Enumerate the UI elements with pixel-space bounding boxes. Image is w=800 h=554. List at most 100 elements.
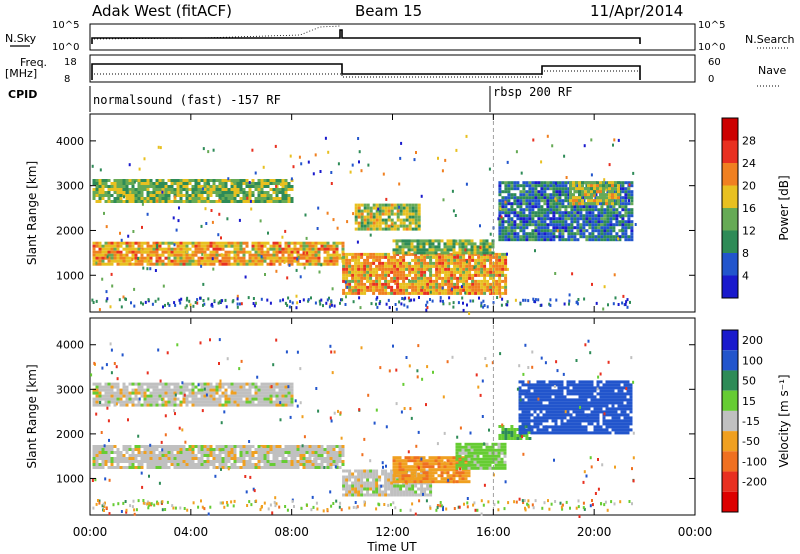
data-cell <box>572 181 575 185</box>
data-cell <box>402 288 406 292</box>
data-cell <box>320 241 324 245</box>
data-cell <box>278 460 282 463</box>
data-cell <box>173 247 177 251</box>
data-cell <box>437 468 441 472</box>
data-cell <box>209 200 213 203</box>
data-cell <box>266 394 270 398</box>
data-cell <box>224 445 228 448</box>
data-cell <box>363 261 367 265</box>
data-cell <box>215 253 219 257</box>
data-cell <box>101 179 105 182</box>
data-cell <box>422 465 426 469</box>
data-cell <box>399 282 403 286</box>
data-cell <box>558 214 562 218</box>
data-cell <box>179 466 183 469</box>
data-cell <box>320 460 324 463</box>
data-cell <box>387 493 391 497</box>
data-cell <box>384 273 388 277</box>
data-cell <box>182 454 186 457</box>
data-cell <box>272 197 276 200</box>
data-cell <box>483 261 487 265</box>
data-cell <box>224 200 228 203</box>
data-cell <box>360 203 364 207</box>
data-cell <box>299 460 303 463</box>
data-cell <box>281 191 285 194</box>
data-cell <box>176 451 180 454</box>
data-cell <box>248 382 252 386</box>
data-cell <box>272 466 276 469</box>
data-cell <box>479 242 483 246</box>
noise-cell <box>591 282 593 286</box>
colorbar-tick-label: 8 <box>742 247 749 260</box>
data-cell <box>95 457 99 460</box>
data-cell <box>98 466 102 469</box>
data-cell <box>441 270 445 274</box>
data-cell <box>125 253 129 257</box>
data-cell <box>501 261 505 265</box>
data-cell <box>594 214 598 218</box>
data-cell <box>236 185 240 188</box>
data-cell <box>411 221 415 225</box>
data-cell <box>251 185 255 188</box>
data-cell <box>591 214 595 218</box>
data-cell <box>392 474 396 478</box>
data-cell <box>600 217 604 221</box>
data-cell <box>176 185 180 188</box>
data-cell <box>104 262 108 266</box>
data-cell <box>272 262 276 266</box>
data-cell <box>444 261 448 265</box>
data-cell <box>209 385 213 389</box>
data-cell <box>528 223 532 227</box>
data-cell <box>98 179 102 182</box>
data-cell <box>471 264 475 268</box>
data-cell <box>128 400 132 404</box>
data-cell <box>203 262 207 266</box>
data-cell <box>399 273 403 277</box>
data-cell <box>435 285 439 289</box>
data-cell <box>167 460 171 463</box>
data-cell <box>140 403 144 407</box>
noise-cell <box>319 302 322 306</box>
data-cell <box>239 394 243 398</box>
data-cell <box>332 463 336 466</box>
noise-cell <box>391 222 394 226</box>
data-cell <box>287 247 291 251</box>
data-cell <box>495 270 499 274</box>
data-cell <box>218 466 222 469</box>
data-cell <box>621 199 625 203</box>
data-cell <box>447 288 451 292</box>
data-cell <box>429 258 433 262</box>
data-cell <box>597 238 601 242</box>
noise-cell <box>415 151 417 154</box>
data-cell <box>507 214 511 218</box>
noise-cell <box>499 295 502 299</box>
data-cell <box>447 261 451 265</box>
data-cell <box>467 248 471 252</box>
data-cell <box>426 264 430 268</box>
data-cell <box>402 276 406 280</box>
data-cell <box>197 466 201 469</box>
data-cell <box>437 239 441 243</box>
data-cell <box>185 394 189 398</box>
data-cell <box>257 188 261 191</box>
data-cell <box>498 285 502 289</box>
data-cell <box>411 218 415 222</box>
data-cell <box>107 466 111 469</box>
data-cell <box>546 235 550 239</box>
data-cell <box>173 466 177 469</box>
data-cell <box>618 235 622 239</box>
data-cell <box>531 187 535 191</box>
noise-cell <box>167 302 170 306</box>
data-cell <box>131 388 135 392</box>
data-cell <box>522 193 526 197</box>
data-cell <box>122 445 126 448</box>
data-cell <box>578 184 581 188</box>
data-cell <box>188 445 192 448</box>
data-cell <box>399 218 403 222</box>
data-cell <box>272 385 276 389</box>
data-cell <box>522 223 526 227</box>
data-cell <box>393 493 397 497</box>
data-cell <box>206 454 210 457</box>
data-cell <box>95 385 99 389</box>
data-cell <box>342 267 346 271</box>
